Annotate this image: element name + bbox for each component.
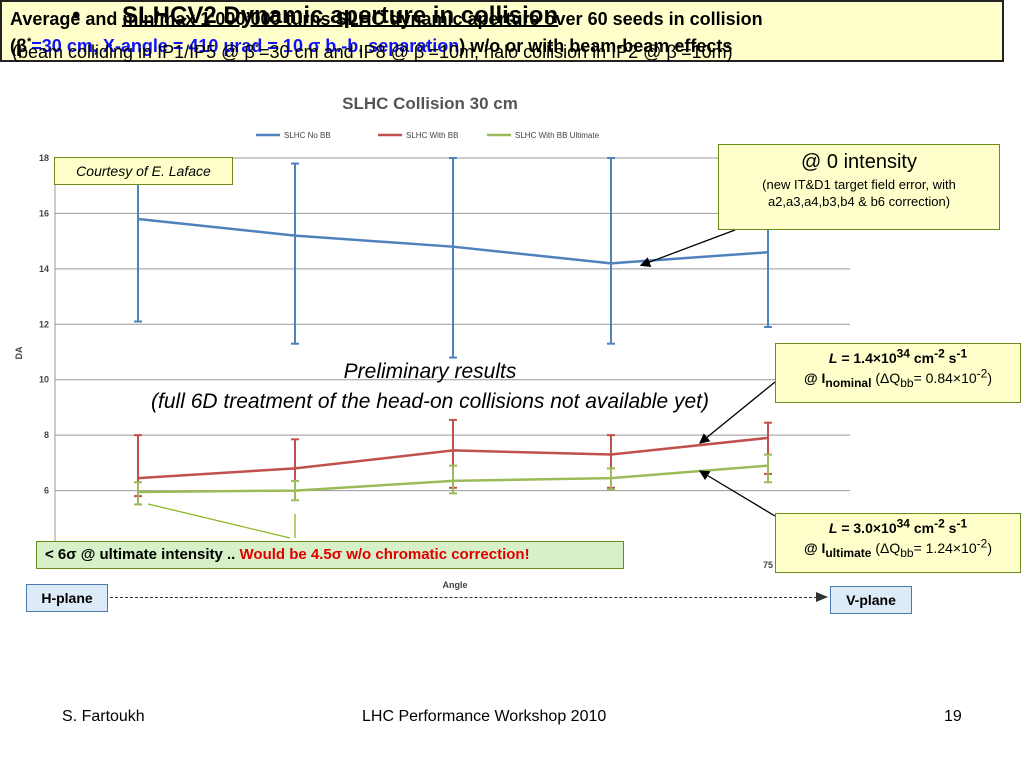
ultimate-note-text: < 6σ @ ultimate intensity .. (45, 546, 240, 563)
preliminary-results-label: Preliminary results (343, 360, 517, 383)
series-line (137, 464, 769, 494)
x-axis-label: Angle (442, 580, 467, 590)
annotation-arrows (147, 229, 776, 539)
ultimate-note-warning: Would be 4.5σ w/o chromatic correction! (239, 546, 530, 563)
x-tick-labels: 075 (608, 560, 773, 570)
y-axis-label: DA (14, 346, 24, 359)
zero-intensity-detail-1: (new IT&D1 target field error, with (762, 177, 956, 192)
da-line-chart: SLHC Collision 30 cm SLHC No BB SLHC With… (14, 94, 850, 590)
series-line (137, 436, 769, 480)
summary-line-2: (β*=30 cm, X-angle = 410 μrad = 10 σ b.-… (10, 36, 733, 56)
legend-entry: SLHC No BB (284, 131, 331, 140)
ultimate-luminosity: L = 3.0×1034 cm-2 s-1 (828, 516, 968, 536)
zero-intensity-box: @ 0 intensity (new IT&D1 target field er… (718, 144, 1000, 230)
footer-page-number: 19 (944, 708, 962, 725)
summary-box: Average and min/max 1’000’000 turns SLHC… (0, 0, 1004, 62)
y-tick-labels: 6 8 10 12 14 16 18 (39, 153, 49, 496)
y-tick-label: 14 (39, 264, 49, 274)
h-plane-label: H-plane (26, 584, 108, 612)
legend-entry: SLHC With BB (406, 131, 458, 140)
y-tick-label: 12 (39, 319, 49, 329)
nominal-intensity-box: L = 1.4×1034 cm-2 s-1 @ Inominal (ΔQbb= … (775, 343, 1021, 403)
arrow-ultimate (698, 470, 776, 517)
title-bullet: • (72, 2, 81, 29)
slide-title: • SLHCV2 Dynamic aperture in collision (72, 2, 558, 30)
courtesy-box: Courtesy of E. Laface (54, 157, 233, 185)
summary-line-1: Average and min/max 1’000’000 turns SLHC… (10, 9, 763, 29)
series-slhc-with-bb-ultimate (134, 453, 772, 506)
y-tick-label: 18 (39, 153, 49, 163)
v-plane-label: V-plane (830, 586, 912, 614)
zero-intensity-title: @ 0 intensity (801, 151, 917, 173)
y-tick-label: 10 (39, 375, 49, 385)
legend-entry: SLHC With BB Ultimate (515, 131, 600, 140)
arrow-nominal (698, 381, 776, 444)
nominal-intensity: @ Inominal (ΔQbb= 0.84×10-2) (803, 366, 992, 390)
subtitle-star: * (254, 42, 260, 54)
subtitle-star: * (424, 42, 429, 54)
plane-dashed-arrow (110, 597, 822, 598)
y-tick-label: 6 (44, 486, 49, 496)
subtitle-part: =10m, halo collision in IP2 @ β (428, 42, 677, 62)
plane-arrowhead (816, 592, 828, 602)
ultimate-intensity-box: L = 3.0×1034 cm-2 s-1 @ Iultimate (ΔQbb=… (775, 513, 1021, 573)
arrow-zero-intensity (639, 229, 736, 267)
title-text: SLHCV2 Dynamic aperture in collision (122, 2, 559, 29)
subtitle-part: =30 cm and IP8 @ β (259, 42, 425, 62)
subtitle-part: (beam colliding in IP1/IP5 @ β (12, 42, 255, 62)
subtitle-part: =10m) (681, 42, 733, 62)
subtitle-star: * (676, 42, 682, 54)
footer-event: LHC Performance Workshop 2010 (362, 708, 607, 725)
y-tick-label: 8 (44, 430, 49, 440)
ultimate-intensity: @ Iultimate (ΔQbb= 1.24×10-2) (803, 536, 992, 560)
chart-title: SLHC Collision 30 cm (342, 94, 518, 113)
nominal-luminosity: L = 1.4×1034 cm-2 s-1 (828, 346, 968, 366)
series-slhc-no-bb (134, 157, 772, 359)
x-tick-label: 75 (763, 560, 773, 570)
slide-subtitle: (beam colliding in IP1/IP5 @ β*=30 cm an… (12, 42, 733, 63)
footer-author: S. Fartoukh (62, 708, 145, 725)
arrow-note-left (147, 503, 291, 539)
preliminary-results-note: (full 6D treatment of the head-on collis… (151, 390, 709, 413)
series-line (137, 217, 769, 265)
zero-intensity-detail-2: a2,a3,a4,b3,b4 & b6 correction) (767, 194, 951, 209)
chart-series (134, 157, 772, 506)
y-tick-label: 16 (39, 208, 49, 218)
chart-legend: SLHC No BB SLHC With BB SLHC With BB Ultim… (256, 131, 600, 140)
ultimate-note-box: < 6σ @ ultimate intensity .. Would be 4.… (36, 541, 624, 569)
